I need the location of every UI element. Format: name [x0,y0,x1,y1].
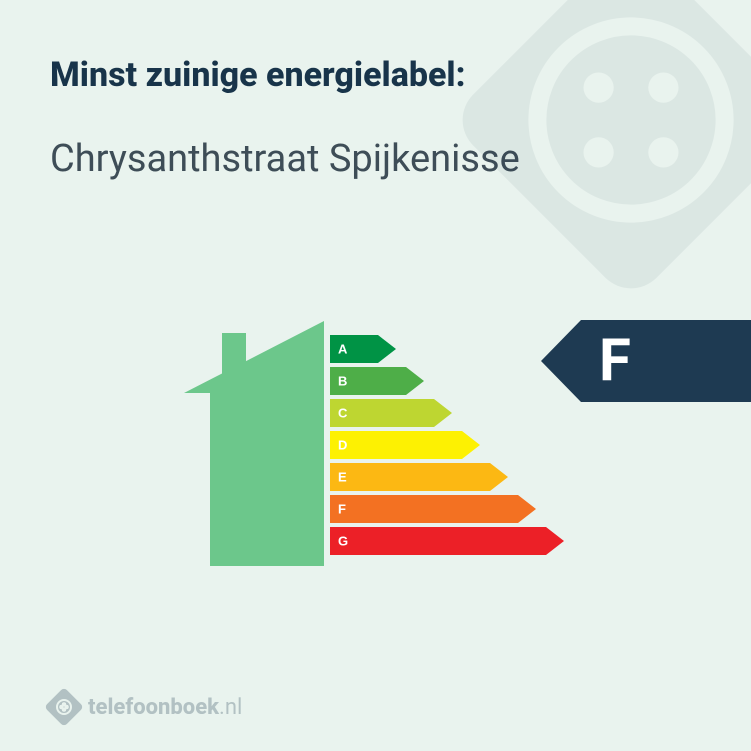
footer: telefoonboek.nl [50,689,701,721]
card-title: Minst zuinige energielabel: [50,56,701,95]
energy-chart-wrap: A B C D E F G [50,193,701,689]
energy-bar [330,495,536,523]
footer-brand-thin: .nl [219,695,242,720]
selected-label-badge: F [541,320,751,402]
energy-bar [330,399,452,427]
energy-bar-letter: A [338,342,348,357]
energy-bar-letter: B [338,374,347,389]
energy-bar-letter: C [338,406,348,421]
footer-brand-bold: telefoonboek [88,695,219,720]
selected-label-letter: F [599,327,632,395]
footer-logo-icon [44,687,84,727]
badge-arrow-icon [541,320,581,402]
card-subtitle: Chrysanthstraat Spijkenisse [50,137,701,183]
energy-bar [330,431,480,459]
energy-bar [330,527,564,555]
energy-bar-letter: E [338,470,347,485]
energy-label-card: Minst zuinige energielabel: Chrysanthstr… [0,0,751,751]
energy-bar-letter: F [338,502,346,517]
energy-bar-letter: G [338,534,348,549]
energy-bar-letter: D [338,438,347,453]
energy-chart: A B C D E F G [184,316,568,566]
energy-bar [330,463,508,491]
footer-brand: telefoonboek.nl [88,695,242,720]
house-icon [184,321,324,566]
badge-body: F [581,320,751,402]
